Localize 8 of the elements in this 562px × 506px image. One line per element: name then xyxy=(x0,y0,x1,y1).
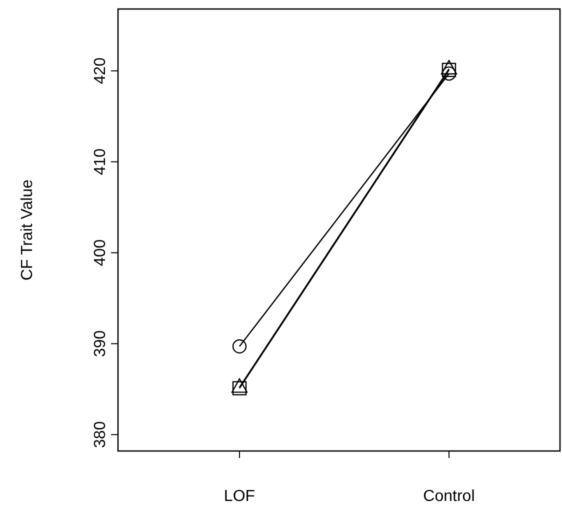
y-tick-label: 420 xyxy=(92,57,109,84)
y-tick-label: 400 xyxy=(92,239,109,266)
x-tick-label: Control xyxy=(423,488,475,505)
y-tick-label: 390 xyxy=(92,330,109,358)
y-axis-title: CF Trait Value xyxy=(19,179,36,281)
y-tick-label: 380 xyxy=(92,421,109,448)
y-tick-label: 410 xyxy=(92,148,109,176)
x-tick-label: LOF xyxy=(224,488,256,505)
